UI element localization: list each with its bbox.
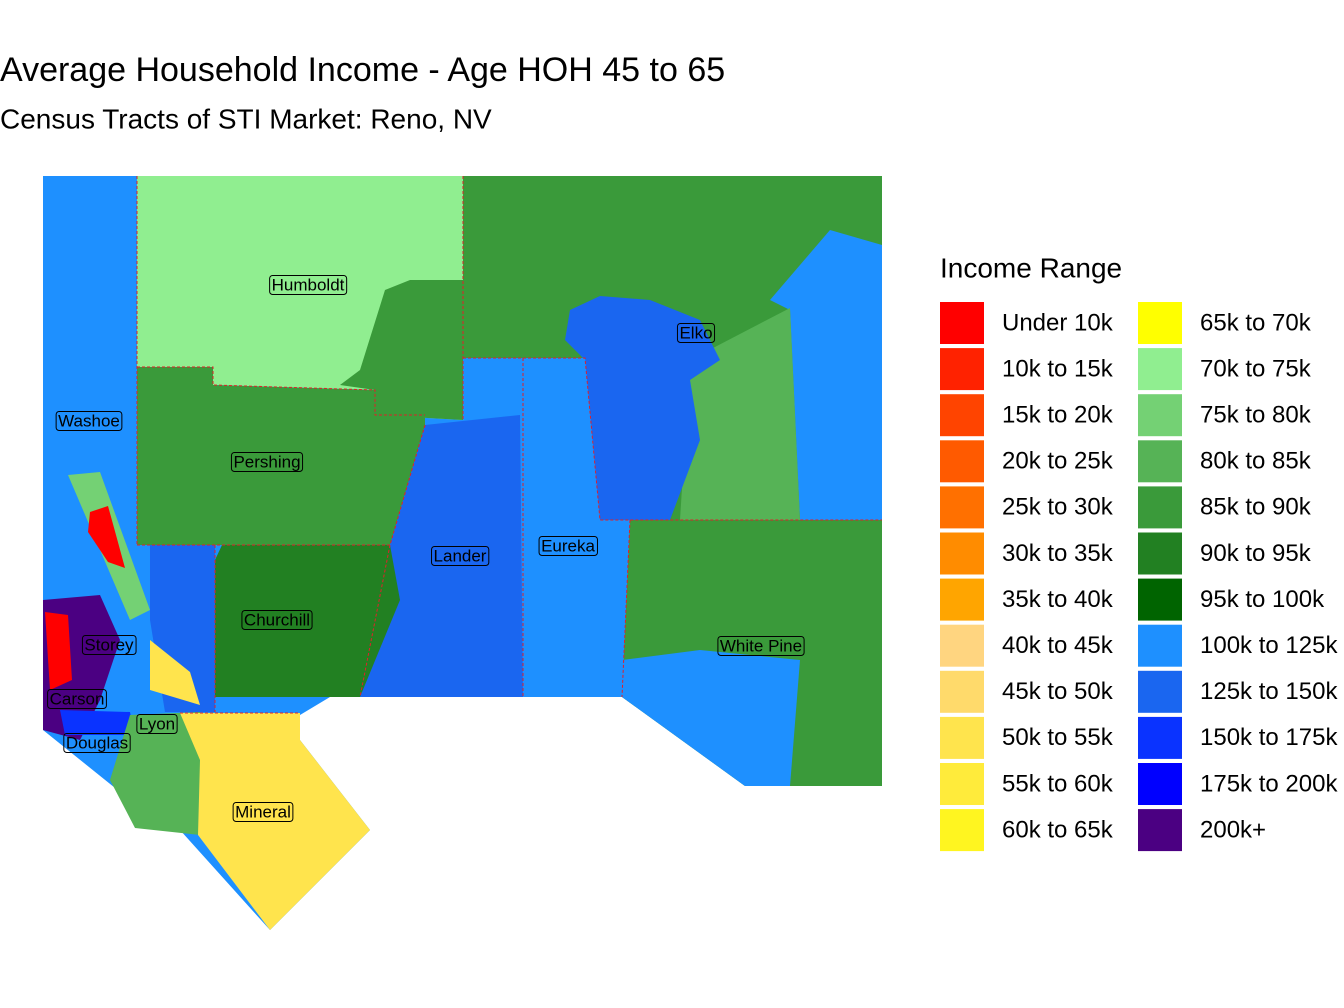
legend-label: 65k to 70k bbox=[1200, 309, 1312, 336]
legend: Under 10k 10k to 15k 15k to 20k 20k to 25k 2… bbox=[940, 302, 1338, 852]
legend-label: 50k to 55k bbox=[1002, 724, 1114, 751]
county-border bbox=[136, 176, 882, 714]
legend-label: 30k to 35k bbox=[1002, 540, 1114, 567]
county-label-box bbox=[47, 688, 107, 709]
region bbox=[60, 710, 135, 735]
county-label: Humboldt bbox=[272, 275, 345, 294]
region bbox=[523, 358, 630, 697]
title: Average Household Income - Age HOH 45 to… bbox=[0, 51, 725, 89]
county-label-box bbox=[63, 732, 131, 753]
county-label-box bbox=[431, 545, 490, 566]
legend-swatch bbox=[940, 763, 984, 805]
region bbox=[88, 506, 125, 568]
legend-swatch bbox=[940, 348, 984, 391]
county-label: Elko bbox=[679, 323, 712, 342]
legend-swatch bbox=[1138, 763, 1182, 805]
county-label: Churchill bbox=[244, 610, 310, 629]
county-label-box bbox=[269, 274, 348, 295]
region bbox=[215, 545, 400, 697]
legend-swatch bbox=[940, 578, 984, 621]
region bbox=[45, 612, 72, 690]
county-label: Carson bbox=[50, 689, 105, 708]
legend-swatch bbox=[940, 670, 984, 713]
legend-label: 10k to 15k bbox=[1002, 355, 1114, 382]
legend-label: 150k to 175k bbox=[1200, 724, 1338, 751]
legend-swatch bbox=[1138, 440, 1182, 483]
legend-label: 90k to 95k bbox=[1200, 540, 1312, 567]
legend-swatch bbox=[940, 394, 984, 437]
county-label: Douglas bbox=[66, 733, 128, 752]
legend-swatch bbox=[940, 302, 984, 344]
county-labels: Humboldt Washoe Pershing Elko Lander Eureka Ch… bbox=[47, 274, 805, 822]
legend-label: 55k to 60k bbox=[1002, 770, 1114, 797]
region bbox=[150, 640, 200, 705]
county-label: Storey bbox=[84, 635, 134, 654]
county-label-box bbox=[230, 451, 304, 472]
legend-label: 15k to 20k bbox=[1002, 402, 1114, 429]
county-label: Eureka bbox=[541, 536, 595, 555]
legend-label: 45k to 50k bbox=[1002, 678, 1114, 705]
legend-label: 175k to 200k bbox=[1200, 770, 1338, 797]
county-label-box bbox=[717, 635, 805, 656]
legend-swatch bbox=[1138, 578, 1182, 621]
region bbox=[360, 415, 523, 697]
legend-swatch bbox=[1138, 486, 1182, 529]
county-label: Washoe bbox=[58, 411, 120, 430]
legend-label: 80k to 85k bbox=[1200, 448, 1312, 475]
legend-swatch bbox=[940, 809, 984, 852]
county-label: Lyon bbox=[139, 714, 175, 733]
legend-label: 35k to 40k bbox=[1002, 586, 1114, 613]
region bbox=[137, 367, 425, 545]
county-label-box bbox=[55, 410, 123, 431]
legend-swatch bbox=[1138, 670, 1182, 713]
legend-swatch bbox=[1138, 716, 1182, 759]
legend-swatch bbox=[1138, 302, 1182, 344]
county-label: Pershing bbox=[233, 452, 300, 471]
county-label-box bbox=[241, 609, 313, 630]
region bbox=[110, 712, 200, 835]
legend-label: 95k to 100k bbox=[1200, 586, 1325, 613]
county-label: White Pine bbox=[720, 636, 802, 655]
region bbox=[565, 296, 720, 520]
subtitle: Census Tracts of STI Market: Reno, NV bbox=[0, 103, 492, 134]
legend-label: 200k+ bbox=[1200, 816, 1266, 843]
legend-label: 20k to 25k bbox=[1002, 448, 1114, 475]
county-label: Lander bbox=[434, 546, 487, 565]
legend-swatch bbox=[940, 624, 984, 667]
legend-swatch bbox=[1138, 348, 1182, 391]
legend-label: 40k to 45k bbox=[1002, 632, 1114, 659]
legend-swatch bbox=[940, 716, 984, 759]
region bbox=[622, 650, 800, 786]
county-label: Mineral bbox=[235, 802, 291, 821]
legend-label: 25k to 30k bbox=[1002, 494, 1114, 521]
legend-label: 100k to 125k bbox=[1200, 632, 1338, 659]
legend-swatch bbox=[940, 440, 984, 483]
legend-swatch bbox=[1138, 532, 1182, 575]
county-label-box bbox=[538, 535, 598, 556]
region bbox=[340, 280, 463, 420]
legend-label: 75k to 80k bbox=[1200, 402, 1312, 429]
county-label-box bbox=[136, 713, 178, 734]
map bbox=[43, 176, 882, 930]
legend-swatch bbox=[940, 532, 984, 575]
region bbox=[770, 230, 882, 520]
county-label-box bbox=[232, 801, 294, 822]
legend-swatch bbox=[1138, 624, 1182, 667]
legend-label: 85k to 90k bbox=[1200, 494, 1312, 521]
county-label-box bbox=[676, 322, 716, 343]
county-label-box bbox=[81, 634, 137, 655]
legend-swatch bbox=[940, 486, 984, 529]
legend-title: Income Range bbox=[940, 252, 1122, 283]
legend-swatch bbox=[1138, 809, 1182, 852]
legend-label: 70k to 75k bbox=[1200, 355, 1312, 382]
legend-label: 125k to 150k bbox=[1200, 678, 1338, 705]
legend-swatch bbox=[1138, 394, 1182, 437]
region bbox=[463, 358, 523, 697]
legend-label: 60k to 65k bbox=[1002, 816, 1114, 843]
legend-label: Under 10k bbox=[1002, 309, 1114, 336]
